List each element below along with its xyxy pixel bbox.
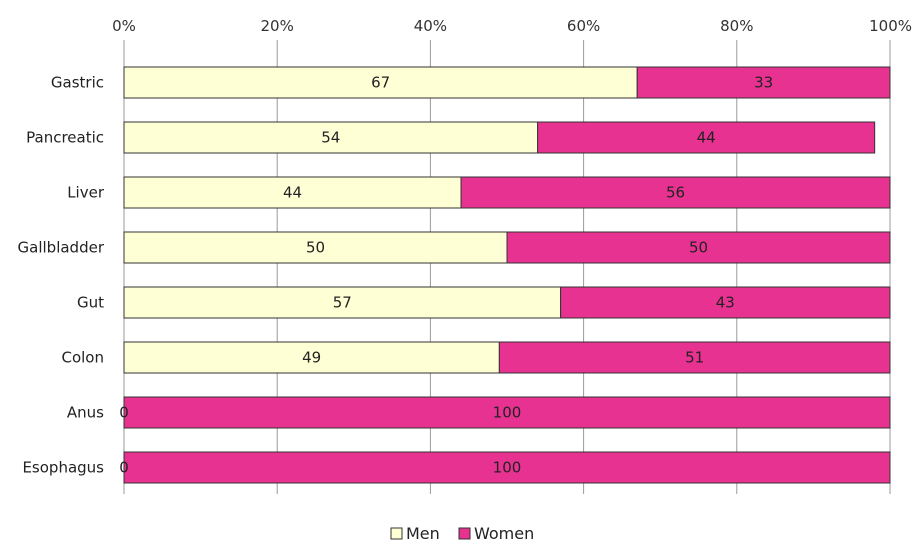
data-label-women: 56 <box>666 184 685 202</box>
data-label-women: 50 <box>689 239 708 257</box>
data-label-men: 57 <box>333 294 352 312</box>
x-tick-label: 100% <box>869 17 912 35</box>
bar-women <box>123 396 891 429</box>
bar-women <box>506 231 891 264</box>
bar-men <box>123 341 500 374</box>
category-label: Liver <box>67 184 105 202</box>
data-label-men: 44 <box>283 184 302 202</box>
category-label: Gastric <box>51 74 104 92</box>
data-label-men: 54 <box>321 129 340 147</box>
data-label-men: 67 <box>371 74 390 92</box>
x-axis-ticks: 0% 20% 40% 60% 80% 100% <box>112 17 912 35</box>
category-label: Anus <box>67 404 104 422</box>
bar-women <box>498 341 891 374</box>
bar-women <box>636 66 891 99</box>
data-labels: 67 33 54 44 44 56 50 50 57 43 49 51 0 100 0 100 <box>119 74 773 477</box>
legend-swatch-men <box>390 527 403 540</box>
category-labels: Gastric Pancreatic Liver Gallbladder Gut Colo… <box>18 74 105 477</box>
x-tick-label: 0% <box>112 17 136 35</box>
x-tick-label: 80% <box>720 17 753 35</box>
x-tick-label: 20% <box>261 17 294 35</box>
category-label: Gut <box>77 294 104 312</box>
category-label: Esophagus <box>22 459 104 477</box>
category-label: Colon <box>61 349 104 367</box>
x-tick-label: 60% <box>567 17 600 35</box>
x-tick-label: 40% <box>414 17 447 35</box>
data-label-women: 43 <box>716 294 735 312</box>
bar-women <box>560 286 891 319</box>
bars <box>123 66 891 484</box>
data-label-women: 100 <box>493 404 522 422</box>
data-label-women: 44 <box>697 129 716 147</box>
category-label: Gallbladder <box>18 239 105 257</box>
data-label-men: 0 <box>119 404 129 422</box>
legend-label-women: Women <box>474 524 534 543</box>
legend-swatch-women <box>458 527 471 540</box>
data-label-women: 100 <box>493 459 522 477</box>
bar-men <box>123 231 508 264</box>
data-label-women: 51 <box>685 349 704 367</box>
data-label-women: 33 <box>754 74 773 92</box>
bar-men <box>123 286 562 319</box>
legend-label-men: Men <box>406 524 440 543</box>
bar-men <box>123 176 462 209</box>
data-label-men: 49 <box>302 349 321 367</box>
bar-women <box>460 176 891 209</box>
data-label-men: 0 <box>119 459 129 477</box>
data-label-men: 50 <box>306 239 325 257</box>
bar-women <box>537 121 876 154</box>
bar-women <box>123 451 891 484</box>
bar-men <box>123 66 638 99</box>
legend: Men Women <box>390 524 534 543</box>
category-label: Pancreatic <box>26 129 104 147</box>
